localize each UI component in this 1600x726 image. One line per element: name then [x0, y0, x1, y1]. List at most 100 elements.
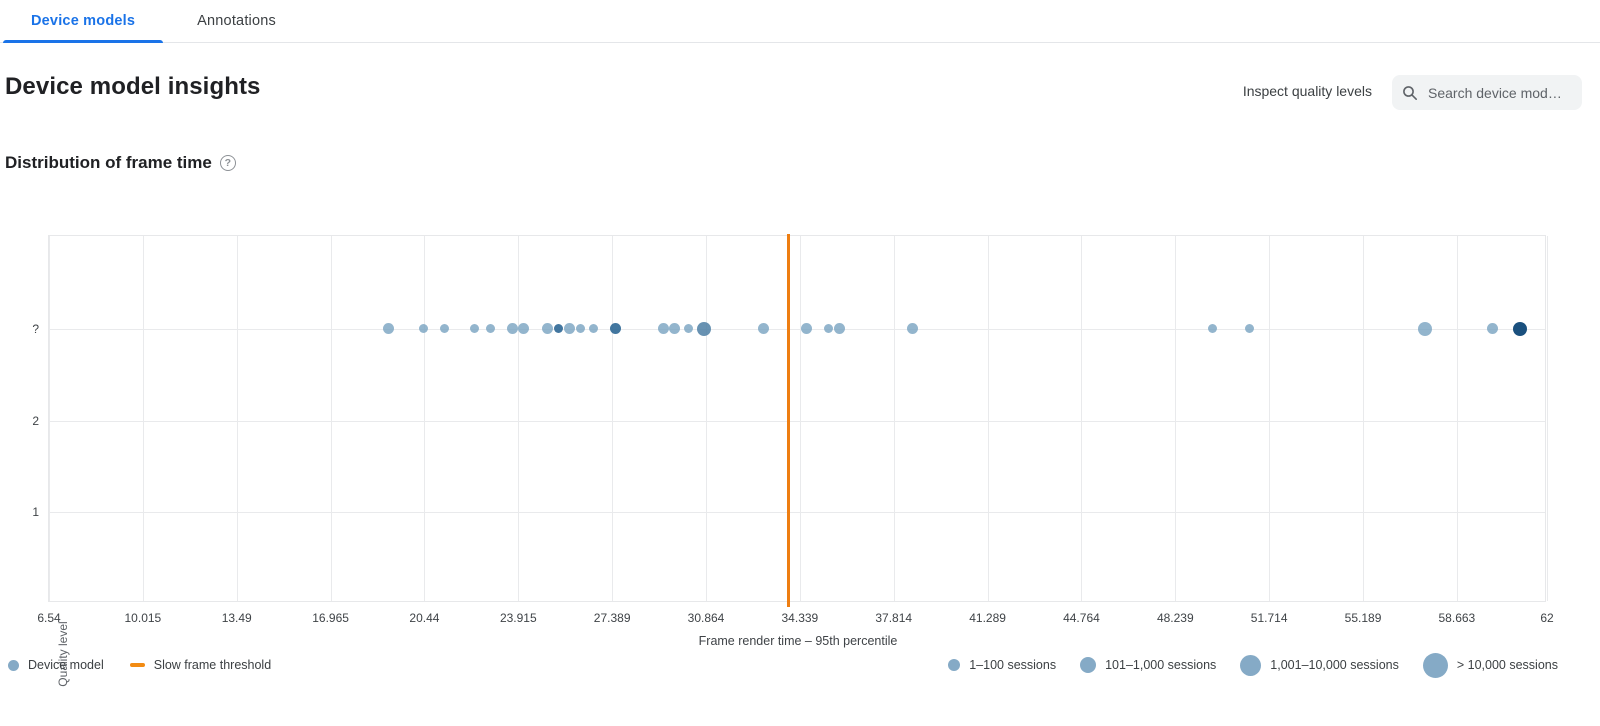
device-model-dot-icon: [8, 659, 19, 671]
size-legend-label: > 10,000 sessions: [1456, 658, 1558, 672]
device-model-dot[interactable]: [517, 323, 529, 335]
x-gridline: [49, 236, 50, 601]
size-legend: 1–100 sessions 101–1,000 sessions 1,001–10…: [948, 650, 1558, 680]
series-legend: Device model Slow frame threshold: [8, 658, 271, 672]
session-size-circle-icon: [1240, 654, 1262, 676]
x-tick-label: 41.289: [969, 611, 1006, 625]
x-tick-label: 30.864: [687, 611, 725, 625]
device-model-dot[interactable]: [440, 324, 450, 334]
inspect-quality-levels-button[interactable]: Inspect quality levels: [1242, 83, 1372, 99]
chart-title: Distribution of frame time: [5, 153, 212, 172]
tab-annotations-label: Annotations: [197, 13, 276, 29]
x-gridline: [236, 236, 238, 601]
x-tick-label: 62: [1540, 611, 1554, 625]
size-legend-label: 1–100 sessions: [969, 658, 1057, 672]
device-model-dot[interactable]: [669, 323, 681, 335]
size-legend-item: 1–100 sessions: [948, 658, 1056, 672]
x-tick-label: 55.189: [1344, 611, 1382, 625]
device-model-dot[interactable]: [824, 324, 834, 334]
device-model-dot[interactable]: [801, 323, 813, 335]
device-model-dot[interactable]: [658, 323, 670, 335]
y-tick-label: 2: [32, 413, 39, 428]
x-tick-label: 10.015: [124, 611, 162, 625]
tab-device-models[interactable]: Device models: [0, 0, 166, 43]
device-model-dot[interactable]: [1245, 324, 1255, 334]
x-tick-label: 48.239: [1156, 611, 1194, 625]
device-model-dot[interactable]: [1487, 323, 1499, 335]
y-gridline: [49, 328, 1545, 330]
device-model-dot[interactable]: [563, 323, 575, 335]
x-tick-label: 6.54: [37, 611, 61, 625]
y-tick-label: 1: [32, 505, 39, 520]
device-model-dot[interactable]: [609, 323, 621, 335]
x-tick-label: 20.44: [409, 611, 440, 625]
y-gridline: [49, 420, 1545, 422]
device-model-dot[interactable]: [833, 323, 845, 335]
device-model-dot[interactable]: [506, 323, 518, 335]
x-axis-title: Frame render time – 95th percentile: [698, 634, 898, 648]
y-tick-label: ?: [32, 321, 39, 336]
threshold-line-icon: [129, 663, 145, 667]
device-model-dot[interactable]: [1418, 321, 1433, 336]
size-legend-label: 1,001–10,000 sessions: [1270, 658, 1399, 672]
x-gridline: [799, 236, 801, 601]
x-gridline: [330, 236, 332, 601]
x-tick-label: 58.663: [1438, 611, 1476, 625]
device-model-dot[interactable]: [906, 323, 918, 335]
legend-item-device-model: Device model: [8, 658, 104, 672]
tab-device-models-label: Device models: [31, 13, 136, 29]
x-gridline: [987, 236, 989, 601]
x-gridline: [424, 236, 426, 601]
tab-bar: Device models Annotations: [0, 0, 1600, 43]
y-gridline: [49, 512, 1545, 514]
size-legend-item: 1,001–10,000 sessions: [1240, 654, 1399, 676]
size-legend-label: 101–1,000 sessions: [1105, 658, 1217, 672]
device-model-dot[interactable]: [553, 324, 563, 334]
session-size-circle-icon: [1080, 657, 1097, 673]
x-gridline: [612, 236, 614, 601]
device-model-dot[interactable]: [575, 324, 585, 334]
help-icon[interactable]: ?: [219, 155, 236, 171]
device-model-dot[interactable]: [758, 323, 770, 335]
x-tick-label: 16.965: [312, 611, 349, 625]
device-search-box[interactable]: [1392, 75, 1582, 110]
device-model-dot[interactable]: [486, 324, 496, 334]
device-model-dot[interactable]: [542, 323, 554, 335]
device-model-dot[interactable]: [470, 324, 480, 334]
x-tick-label: 13.49: [221, 611, 252, 625]
plot-area: Frame render time – 95th percentile Qual…: [32, 234, 1554, 687]
search-input[interactable]: [1428, 84, 1572, 101]
session-size-circle-icon: [1422, 652, 1448, 678]
search-icon: [1403, 85, 1417, 100]
x-gridline: [518, 236, 520, 601]
x-gridline: [1547, 236, 1548, 601]
size-legend-item: 101–1,000 sessions: [1080, 657, 1216, 673]
x-gridline: [1363, 236, 1365, 601]
slow-frame-threshold-line: [787, 234, 790, 607]
x-gridline: [706, 236, 707, 601]
x-gridline: [1081, 236, 1083, 601]
active-tab-underline: [3, 39, 164, 43]
x-tick-label: 23.915: [499, 611, 537, 625]
x-gridline: [1456, 236, 1458, 601]
device-model-dot[interactable]: [683, 324, 693, 334]
x-gridline: [142, 236, 144, 601]
device-model-dot[interactable]: [1207, 324, 1217, 334]
device-model-dot[interactable]: [1512, 321, 1527, 336]
x-tick-label: 34.339: [781, 611, 819, 625]
device-model-dot[interactable]: [382, 323, 394, 335]
device-model-dot[interactable]: [697, 321, 712, 336]
device-model-dot[interactable]: [418, 324, 428, 334]
x-tick-label: 44.764: [1063, 611, 1100, 625]
section-title-row: Distribution of frame time ?: [5, 153, 236, 173]
session-size-circle-icon: [948, 659, 961, 671]
tab-annotations[interactable]: Annotations: [166, 0, 307, 42]
x-gridline: [893, 236, 895, 601]
x-gridline: [1175, 236, 1177, 601]
device-model-dot[interactable]: [589, 324, 599, 334]
legend-threshold-label: Slow frame threshold: [153, 658, 272, 672]
x-tick-label: 37.814: [875, 611, 913, 625]
size-legend-item: > 10,000 sessions: [1422, 652, 1558, 678]
page-title: Device model insights: [5, 73, 261, 100]
